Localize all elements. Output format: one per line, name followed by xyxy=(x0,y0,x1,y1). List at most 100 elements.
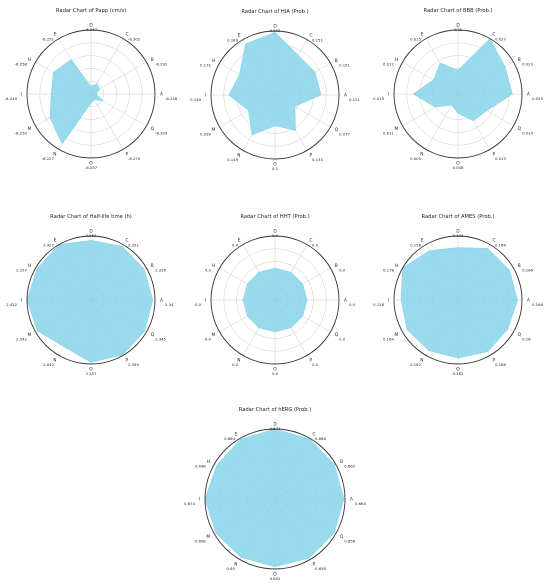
value-label-B: -6.292 xyxy=(155,62,168,67)
value-label-O: 0.162 xyxy=(453,371,464,376)
category-label-H: H xyxy=(212,263,215,269)
category-label-P: P xyxy=(313,561,316,567)
category-label-E: E xyxy=(235,432,238,438)
category-label-D: D xyxy=(273,229,277,235)
value-label-M: 0.0 xyxy=(205,337,212,342)
value-label-C: -6.302 xyxy=(128,36,141,41)
value-label-A: 0.151 xyxy=(349,97,360,102)
value-label-I: 2.422 xyxy=(6,302,17,307)
value-label-O: 0.008 xyxy=(453,165,464,170)
category-label-H: H xyxy=(212,58,215,64)
radar-chart-7: Radar Chart of hERG (Prob.)D0.674C0.666B… xyxy=(184,407,366,581)
value-label-O: 0.0 xyxy=(272,371,279,376)
value-label-E: -6.251 xyxy=(42,36,55,41)
value-label-H: 0.0 xyxy=(205,268,212,273)
value-label-N: 0.005 xyxy=(410,156,421,161)
value-label-O: 0.652 xyxy=(270,576,281,581)
spoke-P xyxy=(90,93,124,150)
value-label-P: 2.399 xyxy=(128,362,139,367)
value-label-E: 0.015 xyxy=(410,36,421,41)
outer-rim xyxy=(204,428,346,570)
value-label-D: 0.01 xyxy=(454,27,463,32)
value-label-Q: 0.0 xyxy=(339,337,346,342)
category-label-H: H xyxy=(28,57,31,63)
chart-title: Radar Chart of BBB (Prob.) xyxy=(423,8,492,14)
category-label-M: M xyxy=(395,126,399,132)
category-label-A: A xyxy=(344,298,347,304)
category-label-N: N xyxy=(53,357,56,363)
spoke-B xyxy=(90,61,147,95)
category-label-B: B xyxy=(335,263,338,269)
value-label-P: 0.135 xyxy=(312,157,323,162)
data-polygon xyxy=(400,247,518,359)
value-label-O: -6.257 xyxy=(85,165,98,170)
value-label-P: 0.0 xyxy=(312,362,319,367)
category-label-Q: Q xyxy=(335,127,339,133)
category-label-P: P xyxy=(310,152,313,158)
category-label-D: D xyxy=(89,229,93,235)
data-polygon xyxy=(26,240,154,363)
outer-rim xyxy=(393,235,523,365)
outer-rim xyxy=(393,29,523,159)
radar-chart-6: Radar Chart of AMES (Prob.)D0.134C0.166B… xyxy=(373,214,543,376)
data-polygon xyxy=(204,428,345,568)
category-label-A: A xyxy=(344,93,347,99)
value-label-B: 0.662 xyxy=(344,464,355,469)
value-label-I: 0.149 xyxy=(190,97,201,102)
value-label-P: 0.166 xyxy=(495,362,506,367)
chart-title: Radar Chart of AMES (Prob.) xyxy=(422,214,495,220)
value-label-I: 0.674 xyxy=(184,501,195,506)
value-label-Q: 0.658 xyxy=(344,539,355,544)
category-label-C: C xyxy=(126,32,129,38)
radar-chart-3: Radar Chart of BBB (Prob.)D0.01C0.027B0.… xyxy=(373,8,543,170)
category-label-C: C xyxy=(493,32,496,38)
category-label-Q: Q xyxy=(518,126,522,132)
value-label-C: 0.151 xyxy=(312,37,323,42)
category-label-C: C xyxy=(310,238,313,244)
chart-title: Radar Chart of hERG (Prob.) xyxy=(239,407,312,413)
outer-rim xyxy=(210,30,340,160)
category-label-I: I xyxy=(388,298,389,304)
value-label-H: 0.648 xyxy=(195,464,206,469)
value-label-N: 0.162 xyxy=(410,362,421,367)
category-label-B: B xyxy=(340,459,343,465)
category-label-B: B xyxy=(335,58,338,64)
value-label-M: -6.250 xyxy=(15,131,28,136)
value-label-D: -6.267 xyxy=(85,27,98,32)
value-label-H: -6.258 xyxy=(15,62,28,67)
value-label-H: 0.178 xyxy=(383,268,394,273)
category-label-C: C xyxy=(493,238,496,244)
category-label-O: O xyxy=(89,367,93,373)
value-label-N: -6.227 xyxy=(42,156,55,161)
category-label-N: N xyxy=(53,151,56,157)
category-label-D: D xyxy=(273,422,277,428)
category-label-D: D xyxy=(273,24,277,30)
value-label-O: 0.1 xyxy=(272,166,279,171)
category-label-Q: Q xyxy=(518,332,522,338)
value-label-Q: 0.014 xyxy=(522,131,533,136)
category-label-I: I xyxy=(205,298,206,304)
value-label-N: 0.0 xyxy=(232,362,239,367)
radar-chart-4: Radar Chart of Half-life time (h) D2.253 C… xyxy=(6,214,174,376)
category-label-Q: Q xyxy=(335,332,339,338)
value-label-P: -6.270 xyxy=(128,156,141,161)
category-label-E: E xyxy=(54,32,57,38)
category-label-I: I xyxy=(388,92,389,98)
value-label-D: 0.134 xyxy=(453,233,464,238)
category-label-D: D xyxy=(456,23,460,29)
outer-rim xyxy=(210,235,340,365)
category-label-E: E xyxy=(238,33,241,39)
category-label-C: C xyxy=(310,33,313,39)
category-label-M: M xyxy=(28,332,32,338)
value-label-B: 0.023 xyxy=(522,62,533,67)
category-label-D: D xyxy=(89,23,93,29)
value-label-C: 0.166 xyxy=(495,242,506,247)
data-polygon xyxy=(412,38,513,121)
category-label-Q: Q xyxy=(340,534,344,540)
category-label-M: M xyxy=(212,127,216,133)
category-label-A: A xyxy=(527,298,530,304)
value-label-I: 0.019 xyxy=(373,96,384,101)
category-label-H: H xyxy=(207,459,210,465)
value-label-I: 0.158 xyxy=(373,302,384,307)
value-label-A: 2.34 xyxy=(165,302,174,307)
